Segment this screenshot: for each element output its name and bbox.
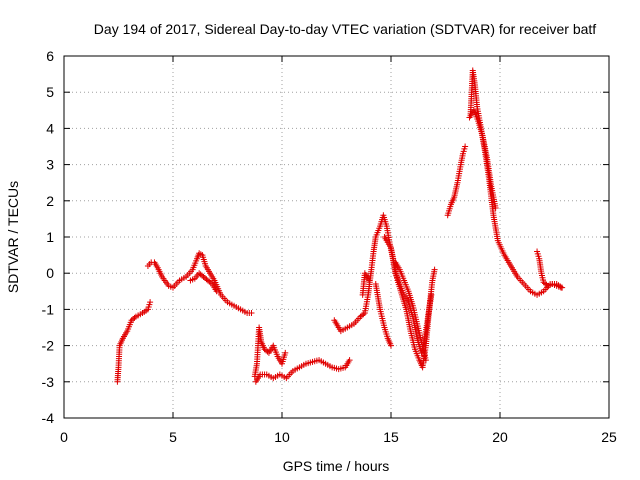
y-tick-label: 3: [46, 157, 54, 173]
x-tick-label: 25: [601, 429, 617, 445]
y-tick-label: 5: [46, 84, 54, 100]
y-tick-label: -1: [42, 301, 55, 317]
data-point: [346, 357, 353, 364]
y-tick-label: 2: [46, 193, 54, 209]
x-tick-label: 10: [274, 429, 290, 445]
data-point: [131, 314, 138, 321]
y-tick-label: 1: [46, 229, 54, 245]
chart-title: Day 194 of 2017, Sidereal Day-to-day VTE…: [94, 21, 597, 37]
x-tick-label: 15: [383, 429, 399, 445]
data-point: [558, 284, 565, 291]
y-tick-label: -2: [42, 338, 55, 354]
y-tick-label: 6: [46, 48, 54, 64]
x-tick-label: 0: [60, 429, 68, 445]
y-axis-label: SDTVAR / TECUs: [5, 181, 21, 293]
data-point: [360, 311, 367, 318]
data-point: [428, 291, 435, 298]
y-tick-label: -4: [42, 410, 55, 426]
data-point: [366, 277, 373, 284]
y-tick-label: -3: [42, 374, 55, 390]
data-point: [248, 310, 255, 317]
data-point: [422, 357, 429, 364]
data-point: [264, 348, 271, 355]
data-point: [147, 299, 154, 306]
y-tick-label: 4: [46, 120, 54, 136]
y-tick-label: 0: [46, 265, 54, 281]
x-tick-label: 5: [169, 429, 177, 445]
grid-lines: [64, 56, 609, 418]
data-point: [207, 279, 214, 286]
x-tick-labels: 0 5 10 15 20 25: [60, 429, 617, 445]
data-point: [213, 288, 220, 295]
y-tick-labels: -4 -3 -2 -1 0 1 2 3 4 5 6: [42, 48, 55, 426]
plot-frame: [63, 55, 610, 419]
data-point: [282, 349, 289, 356]
data-point: [431, 266, 438, 273]
data-point: [388, 342, 394, 349]
x-axis-label: GPS time / hours: [283, 458, 390, 474]
data-point: [492, 205, 499, 212]
data-point: [462, 143, 469, 150]
x-tick-label: 20: [492, 429, 508, 445]
data-points: [114, 67, 566, 385]
